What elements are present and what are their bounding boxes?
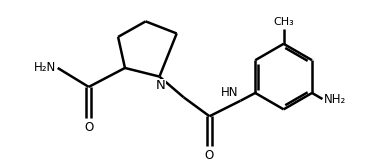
Text: HN: HN [221, 86, 239, 99]
Text: O: O [84, 121, 93, 134]
Text: H₂N: H₂N [34, 62, 56, 74]
Text: O: O [205, 149, 214, 162]
Text: N: N [156, 79, 166, 92]
Text: CH₃: CH₃ [273, 17, 294, 27]
Text: NH₂: NH₂ [324, 92, 346, 105]
